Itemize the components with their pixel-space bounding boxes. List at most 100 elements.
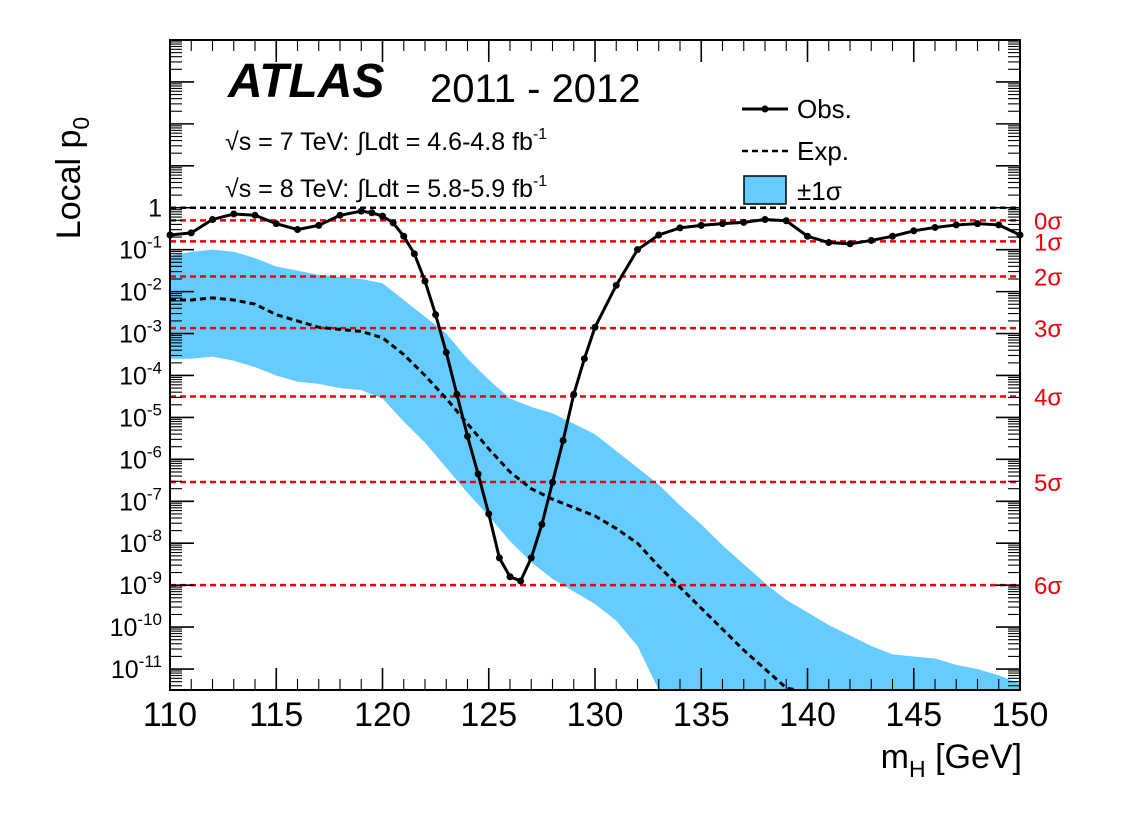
observed-point — [867, 236, 875, 244]
observed-point — [209, 215, 216, 223]
observed-point — [952, 221, 960, 229]
observed-point — [464, 432, 471, 440]
y-tick-exp: -10 — [137, 610, 162, 629]
y-tick-label: 10-6 — [119, 442, 162, 474]
sigma-label-3: 3σ — [1034, 316, 1062, 343]
observed-point — [517, 577, 525, 585]
sqrt-s-8: √s = 8 TeV: — [225, 175, 349, 203]
observed-point — [591, 323, 599, 331]
x-tick-label: 140 — [779, 696, 836, 734]
observed-point — [825, 239, 833, 247]
x-tick-label: 115 — [249, 696, 303, 734]
observed-point — [495, 554, 503, 562]
y-axis-title: Local p0 — [50, 117, 94, 239]
expected-layer — [170, 296, 798, 692]
legend-exp-label: Exp. — [797, 136, 849, 166]
y-tick-exp: -3 — [147, 317, 162, 336]
expected-curve — [170, 296, 798, 692]
y-tick-base: 10 — [119, 446, 147, 474]
legend-band-swatch — [743, 175, 787, 205]
observed-point — [719, 220, 726, 228]
observed-point — [187, 229, 195, 237]
x-tick-label: 135 — [673, 696, 730, 734]
observed-point — [549, 478, 556, 486]
int-lumi-8-exp: -1 — [533, 173, 547, 190]
observed-point — [336, 211, 344, 219]
observed-point — [410, 250, 418, 258]
observed-point — [559, 436, 567, 444]
sigma-label-0: 0σ — [1034, 208, 1062, 235]
observed-point — [506, 573, 514, 581]
observed-point — [357, 207, 365, 215]
sigma-label-6: 6σ — [1034, 573, 1062, 600]
observed-point — [804, 232, 811, 240]
y-tick-exp: -5 — [147, 400, 162, 419]
y-tick-exp: -6 — [147, 442, 162, 461]
observed-point — [612, 281, 620, 289]
legend: Obs. Exp. ±1σ — [742, 94, 852, 206]
observed-point — [230, 210, 238, 218]
x-axis-title: mH [GeV] — [881, 738, 1022, 782]
observed-point — [294, 226, 301, 234]
y-tick-exp: -8 — [147, 526, 162, 545]
y-tick-exp: -2 — [147, 275, 162, 294]
lumi-7tev: √s = 7 TeV: ∫Ldt = 4.6-4.8 fb-1 — [225, 126, 547, 156]
x-tick-label: 125 — [460, 696, 517, 734]
sigma-band-layer — [170, 249, 1020, 690]
observed-point — [368, 209, 376, 217]
y-tick-base: 10 — [119, 237, 147, 265]
legend-obs-label: Obs. — [797, 94, 852, 124]
int-lumi-8: ∫Ldt = 5.8-5.9 fb — [355, 175, 533, 203]
x-axis-title-sub: H — [909, 756, 926, 782]
lumi-8tev: √s = 8 TeV: ∫Ldt = 5.8-5.9 fb-1 — [225, 173, 547, 203]
observed-point — [474, 470, 482, 478]
y-tick-label: 10-4 — [119, 358, 162, 390]
x-tick-label: 110 — [143, 696, 197, 734]
experiment-label: ATLAS — [227, 55, 384, 108]
observed-point — [676, 224, 684, 232]
y-tick-label: 10-3 — [119, 317, 162, 349]
y-tick-label: 10-9 — [119, 568, 162, 600]
y-tick-label: 10-2 — [119, 275, 162, 307]
y-tick-exp: -4 — [147, 358, 162, 377]
observed-point — [442, 348, 450, 356]
y-tick-base: 10 — [119, 488, 147, 516]
y-tick-base: 10 — [111, 656, 139, 684]
observed-point — [655, 231, 663, 239]
y-tick-exp: -11 — [139, 652, 162, 671]
y-tick-label: 1 — [148, 195, 162, 223]
observed-point — [421, 277, 429, 285]
observed-point — [315, 221, 323, 229]
y-tick-label: 10-1 — [119, 233, 162, 265]
y-tick-label: 10-5 — [119, 400, 162, 432]
y-tick-label: 10-10 — [110, 610, 162, 642]
sigma-label-4: 4σ — [1034, 384, 1062, 411]
observed-point — [272, 220, 280, 228]
observed-point — [634, 246, 641, 254]
observed-point — [846, 240, 854, 248]
y-tick-base: 1 — [148, 195, 162, 223]
y-axis-title-main: Local p — [50, 130, 88, 240]
legend-band-label: ±1σ — [797, 176, 842, 206]
observed-point — [761, 215, 769, 223]
observed-point — [889, 232, 896, 240]
y-tick-base: 10 — [119, 572, 147, 600]
y-axis-title-sub: 0 — [68, 117, 94, 130]
observed-point — [782, 217, 790, 225]
x-tick-label: 145 — [885, 696, 942, 734]
axes-layer: 110 115 120 125 130 135 140 145 150110-110-210-3… — [110, 39, 1048, 734]
sigma-label-2: 2σ — [1034, 265, 1062, 292]
observed-point — [740, 218, 748, 226]
sigma-label-5: 5σ — [1034, 470, 1062, 497]
observed-point — [995, 221, 1003, 229]
observed-point — [580, 355, 588, 363]
observed-point — [432, 311, 440, 319]
y-tick-label: 10-8 — [119, 526, 162, 558]
y-tick-label: 10-11 — [111, 652, 162, 684]
observed-point — [453, 390, 461, 398]
observed-point — [697, 221, 705, 229]
x-tick-label: 120 — [354, 696, 411, 734]
x-tick-label: 130 — [567, 696, 624, 734]
